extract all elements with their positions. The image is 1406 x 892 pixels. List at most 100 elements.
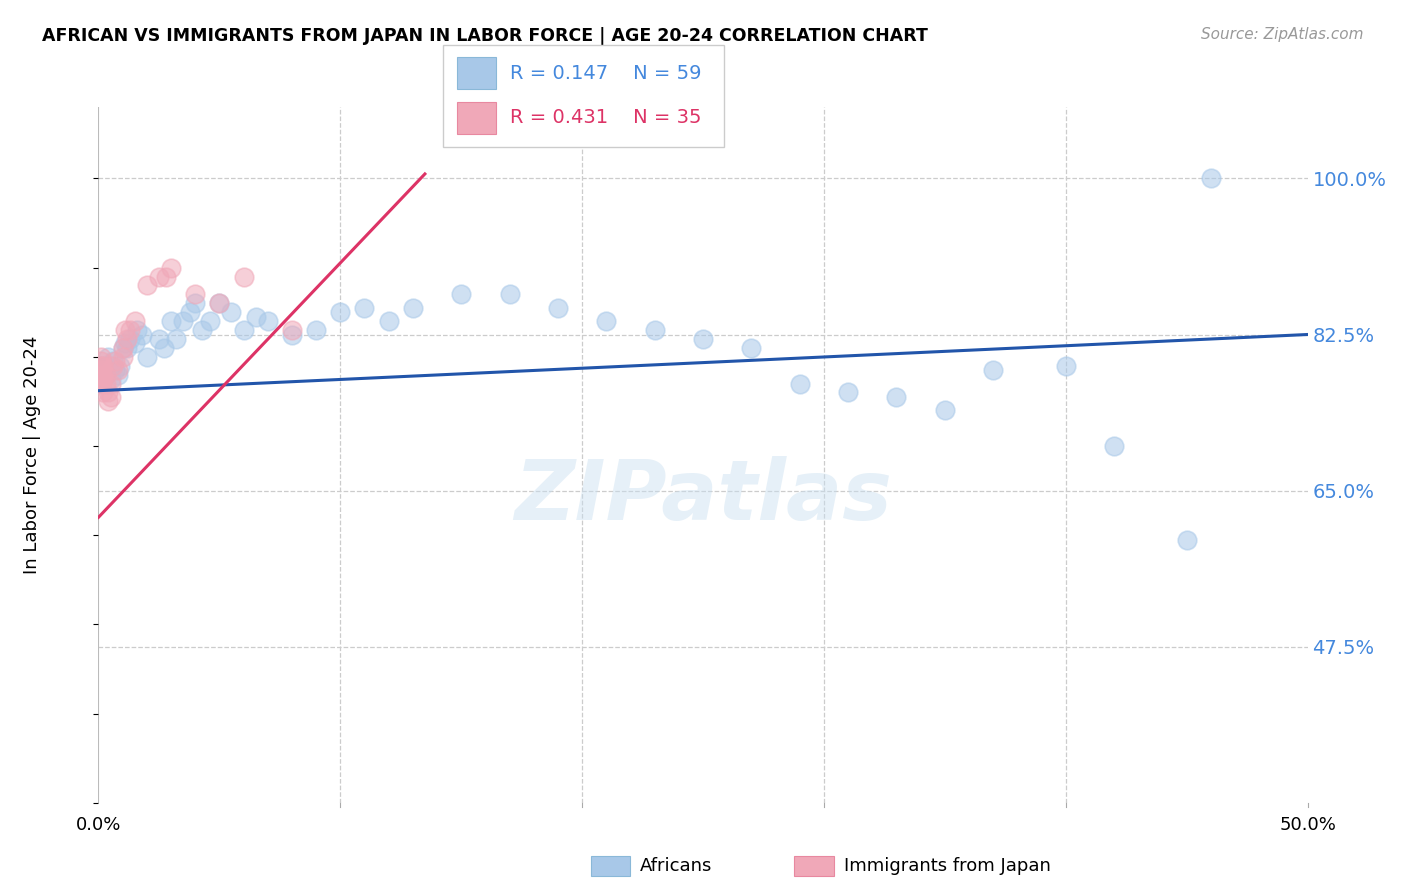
Text: Africans: Africans	[640, 857, 711, 875]
Point	[198, 314, 221, 328]
Point	[353, 301, 375, 315]
Point	[644, 323, 666, 337]
Text: ZIPatlas: ZIPatlas	[515, 456, 891, 537]
Point	[100, 359, 122, 373]
Point	[111, 341, 134, 355]
Point	[104, 354, 127, 368]
Point	[124, 314, 146, 328]
Point	[117, 341, 139, 355]
Text: R = 0.431    N = 35: R = 0.431 N = 35	[510, 108, 702, 128]
Point	[91, 359, 114, 373]
Point	[281, 327, 304, 342]
Point	[90, 359, 112, 373]
Point	[692, 332, 714, 346]
Point	[107, 368, 129, 382]
Point	[91, 372, 114, 386]
Point	[232, 269, 254, 284]
Point	[94, 368, 117, 382]
Point	[118, 323, 141, 337]
Point	[305, 323, 328, 337]
Point	[124, 336, 146, 351]
Point	[221, 305, 243, 319]
Point	[148, 332, 170, 346]
Point	[90, 354, 112, 368]
Point	[90, 350, 112, 364]
Point	[789, 376, 811, 391]
Point	[377, 314, 399, 328]
Point	[91, 372, 114, 386]
Text: Immigrants from Japan: Immigrants from Japan	[844, 857, 1050, 875]
Point	[94, 359, 117, 373]
Point	[135, 350, 157, 364]
Point	[179, 305, 201, 319]
Point	[934, 403, 956, 417]
Point	[118, 332, 141, 346]
Point	[90, 376, 112, 391]
Point	[90, 376, 112, 391]
Point	[90, 368, 112, 382]
Point	[91, 363, 114, 377]
Point	[131, 327, 153, 342]
Text: Source: ZipAtlas.com: Source: ZipAtlas.com	[1201, 27, 1364, 42]
Point	[107, 363, 129, 377]
Point	[208, 296, 231, 310]
Point	[91, 368, 114, 382]
Point	[90, 372, 112, 386]
Point	[155, 269, 177, 284]
Point	[1054, 359, 1077, 373]
Point	[232, 323, 254, 337]
Point	[329, 305, 352, 319]
Point	[100, 390, 122, 404]
Point	[104, 363, 127, 377]
Point	[111, 350, 134, 364]
Point	[94, 376, 117, 391]
Point	[148, 269, 170, 284]
Point	[152, 341, 174, 355]
Point	[281, 323, 304, 337]
Point	[1199, 171, 1222, 186]
Point	[90, 359, 112, 373]
Point	[498, 287, 520, 301]
Point	[117, 332, 139, 346]
Text: R = 0.147    N = 59: R = 0.147 N = 59	[510, 63, 702, 83]
Point	[402, 301, 425, 315]
Point	[91, 385, 114, 400]
Point	[135, 278, 157, 293]
Point	[1175, 533, 1198, 547]
Point	[101, 354, 124, 368]
Point	[97, 385, 120, 400]
Text: 0.0%: 0.0%	[76, 816, 121, 834]
Text: AFRICAN VS IMMIGRANTS FROM JAPAN IN LABOR FORCE | AGE 20-24 CORRELATION CHART: AFRICAN VS IMMIGRANTS FROM JAPAN IN LABO…	[42, 27, 928, 45]
Point	[547, 301, 569, 315]
Point	[101, 359, 124, 373]
Point	[97, 363, 120, 377]
Point	[165, 332, 187, 346]
Point	[127, 323, 149, 337]
Point	[100, 372, 122, 386]
Point	[981, 363, 1004, 377]
Point	[595, 314, 617, 328]
Point	[108, 359, 131, 373]
Point	[97, 394, 120, 409]
Point	[450, 287, 472, 301]
Text: In Labor Force | Age 20-24: In Labor Force | Age 20-24	[22, 335, 41, 574]
Point	[886, 390, 908, 404]
Point	[1102, 439, 1125, 453]
Point	[97, 350, 120, 364]
Point	[184, 296, 207, 310]
Point	[740, 341, 762, 355]
Point	[208, 296, 231, 310]
Point	[184, 287, 207, 301]
Point	[111, 341, 134, 355]
Point	[160, 260, 183, 275]
Point	[90, 363, 112, 377]
Point	[837, 385, 859, 400]
Point	[94, 368, 117, 382]
Point	[256, 314, 278, 328]
Point	[114, 323, 136, 337]
Point	[90, 368, 112, 382]
Point	[245, 310, 267, 324]
Point	[160, 314, 183, 328]
Point	[114, 336, 136, 351]
Text: 50.0%: 50.0%	[1279, 816, 1336, 834]
